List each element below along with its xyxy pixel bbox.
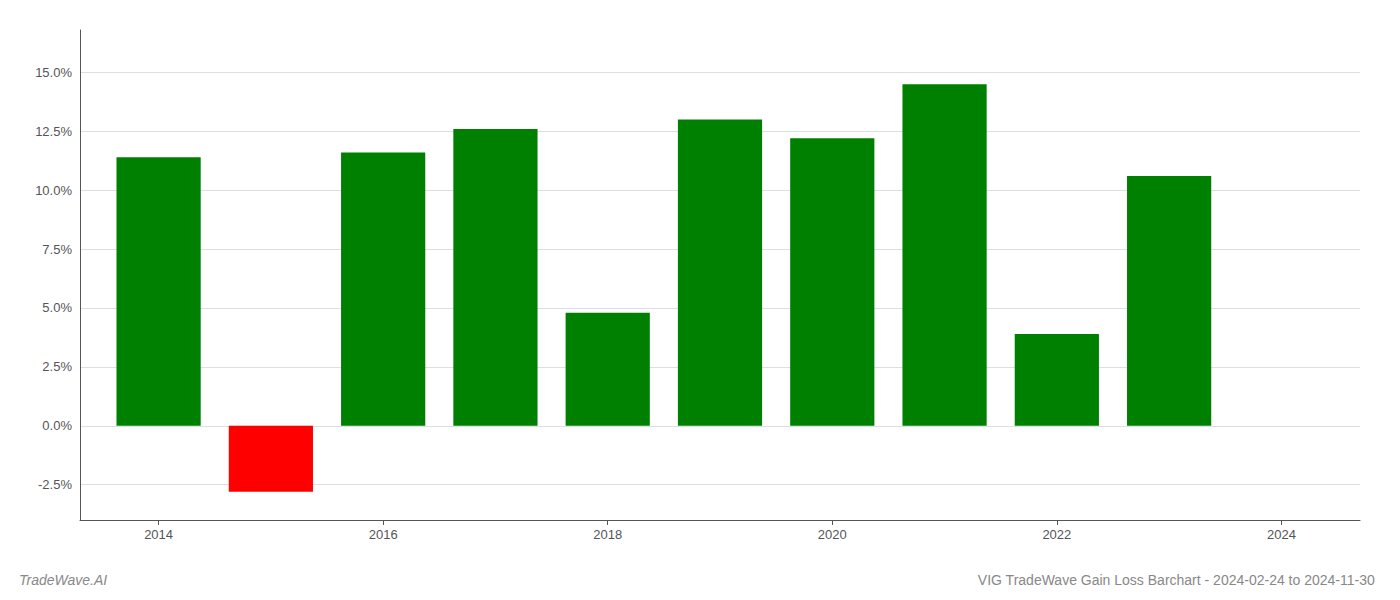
- svg-text:2014: 2014: [144, 527, 173, 542]
- svg-text:-2.5%: -2.5%: [38, 477, 72, 492]
- svg-text:0.0%: 0.0%: [42, 418, 72, 433]
- svg-text:TradeWave.AI: TradeWave.AI: [19, 572, 107, 588]
- svg-text:2022: 2022: [1042, 527, 1071, 542]
- svg-text:15.0%: 15.0%: [35, 65, 72, 80]
- svg-text:5.0%: 5.0%: [42, 300, 72, 315]
- svg-text:10.0%: 10.0%: [35, 183, 72, 198]
- svg-text:2016: 2016: [369, 527, 398, 542]
- svg-text:2018: 2018: [593, 527, 622, 542]
- svg-text:2.5%: 2.5%: [42, 359, 72, 374]
- svg-text:2024: 2024: [1267, 527, 1296, 542]
- svg-text:7.5%: 7.5%: [42, 242, 72, 257]
- svg-text:VIG TradeWave Gain Loss Barcha: VIG TradeWave Gain Loss Barchart - 2024-…: [978, 572, 1375, 588]
- svg-text:12.5%: 12.5%: [35, 124, 72, 139]
- svg-text:2020: 2020: [818, 527, 847, 542]
